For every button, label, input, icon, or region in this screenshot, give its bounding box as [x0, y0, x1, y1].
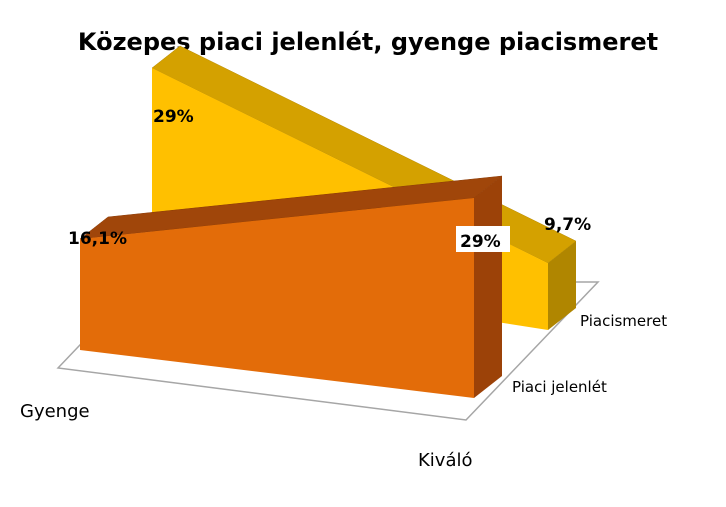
data-label-piacismeret-kivalo: 9,7% — [544, 215, 591, 235]
area-piacismeret-side — [548, 241, 576, 330]
data-label-piaci-jelenlet-kivalo: 29% — [460, 232, 501, 252]
series-piaci-jelenlet — [79, 175, 503, 398]
category-label-kivalo: Kiváló — [418, 450, 473, 471]
category-label-gyenge: Gyenge — [20, 401, 90, 422]
data-label-piaci-jelenlet-gyenge: 16,1% — [68, 229, 127, 249]
series-label-piacismeret: Piacismeret — [580, 312, 667, 330]
area-piaci-jelenlet-side — [474, 176, 502, 398]
area-piaci-jelenlet-front — [80, 198, 474, 398]
chart-title: Közepes piaci jelenlét, gyenge piacismer… — [78, 28, 658, 56]
data-label-piacismeret-gyenge: 29% — [153, 107, 194, 127]
series-label-piaci-jelenlet: Piaci jelenlét — [512, 378, 607, 396]
data-label-bg — [456, 226, 510, 252]
